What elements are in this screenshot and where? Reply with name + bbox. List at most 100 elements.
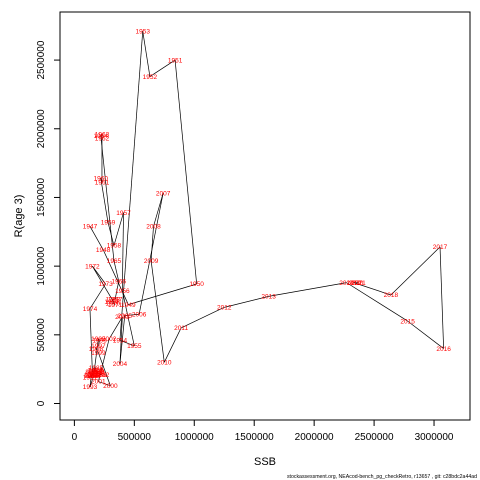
point-label-2006: 2006 — [132, 311, 147, 318]
x-tick-label: 2500000 — [355, 432, 394, 443]
segment-1964-1965 — [100, 135, 115, 261]
segment-1979-1980 — [95, 370, 98, 373]
x-tick-label: 1500000 — [235, 432, 274, 443]
point-label-1975: 1975 — [85, 369, 100, 376]
segment-1949-1950 — [128, 283, 197, 305]
segment-1965-1966 — [113, 260, 120, 282]
point-label-2020: 2020 — [349, 280, 364, 287]
point-label-1959: 1959 — [101, 219, 116, 226]
point-label-1968: 1968 — [106, 296, 121, 303]
segment-1971-1972 — [92, 265, 116, 305]
segment-2016-2017 — [439, 246, 444, 349]
point-label-1991: 1991 — [83, 375, 98, 382]
point-label-1952: 1952 — [143, 74, 158, 81]
point-label-1964: 1964 — [94, 133, 109, 140]
segment-1998-1999 — [95, 348, 99, 353]
point-label-2000: 2000 — [103, 383, 118, 390]
point-label-1963: 1963 — [95, 131, 110, 138]
segment-1995-1996 — [98, 338, 100, 341]
point-label-1955: 1955 — [127, 343, 142, 350]
segment-1974-1975 — [89, 308, 93, 372]
segment-1996-1997 — [98, 340, 100, 346]
y-axis: 0 500000 1000000 1500000 2000000 2500000 — [36, 40, 60, 406]
segment-1957-1958 — [113, 212, 124, 246]
point-label-1962: 1962 — [95, 136, 110, 143]
point-label-1998: 1998 — [89, 346, 104, 353]
point-label-1965: 1965 — [107, 258, 122, 265]
point-label-2009: 2009 — [144, 258, 159, 265]
point-label-2017: 2017 — [433, 244, 448, 251]
point-label-1981: 1981 — [91, 370, 106, 377]
point-label-2002: 2002 — [102, 336, 117, 343]
point-label-1951: 1951 — [168, 57, 183, 64]
point-label-1971: 1971 — [108, 302, 123, 309]
point-label-2007: 2007 — [156, 191, 171, 198]
point-label-2018: 2018 — [384, 292, 399, 299]
series-line — [89, 31, 444, 388]
point-label-1989: 1989 — [85, 372, 100, 379]
point-label-1948: 1948 — [96, 247, 111, 254]
point-label-2019: 2019 — [346, 280, 361, 287]
point-label-1983: 1983 — [92, 372, 107, 379]
x-axis: 0 500000 1000000 1500000 2000000 2500000 30000… — [72, 420, 454, 443]
x-tick-label: 500000 — [118, 432, 152, 443]
segment-1993-1994 — [89, 375, 94, 388]
segment-1983-1984 — [94, 370, 100, 375]
segment-1951-1952 — [149, 59, 176, 77]
point-label-1947: 1947 — [83, 224, 98, 231]
segment-1952-1953 — [142, 31, 151, 77]
segment-2005-2006 — [124, 313, 140, 316]
point-label-2014: 2014 — [339, 280, 354, 287]
point-label-1972: 1972 — [85, 263, 100, 270]
point-label-1954: 1954 — [113, 338, 128, 345]
segment-1969-1970 — [111, 301, 114, 304]
point-label-2012: 2012 — [217, 305, 232, 312]
point-label-1992: 1992 — [84, 373, 99, 380]
point-label-2010: 2010 — [157, 360, 172, 367]
point-label-2004: 2004 — [113, 361, 128, 368]
point-label-2008: 2008 — [146, 224, 161, 231]
segment-1950-1951 — [174, 60, 198, 285]
segment-1972-1973 — [92, 265, 106, 285]
y-tick-label: 0 — [36, 400, 47, 406]
point-label-1958: 1958 — [107, 243, 122, 250]
segment-2015-2016 — [407, 320, 444, 349]
point-label-1994: 1994 — [86, 373, 101, 380]
point-label-2015: 2015 — [400, 318, 415, 325]
point-label-2016: 2016 — [436, 346, 451, 353]
point-label-1999: 1999 — [91, 350, 106, 357]
point-label-1996: 1996 — [92, 338, 107, 345]
point-label-1967: 1967 — [108, 296, 123, 303]
segment-1963-1964 — [100, 134, 103, 136]
point-label-1982: 1982 — [95, 372, 110, 379]
point-label-2001: 2001 — [91, 379, 106, 386]
x-tick-label: 3000000 — [415, 432, 454, 443]
x-tick-label: 2000000 — [295, 432, 334, 443]
segment-1994-1995 — [93, 338, 99, 377]
point-label-1950: 1950 — [189, 281, 204, 288]
segment-2017-2018 — [390, 246, 441, 296]
segment-1955-1956 — [121, 290, 135, 346]
point-label-1956: 1956 — [115, 288, 130, 295]
y-tick-label: 500000 — [36, 318, 47, 352]
segment-2012-2013 — [224, 296, 269, 308]
point-label-1995: 1995 — [91, 336, 106, 343]
segment-2008-2009 — [150, 226, 154, 261]
point-label-1984: 1984 — [88, 368, 103, 375]
point-label-1969: 1969 — [104, 299, 119, 306]
point-label-1979: 1979 — [89, 368, 104, 375]
segment-2011-2012 — [180, 307, 225, 329]
segment-2014-2015 — [346, 282, 408, 322]
point-label-2013: 2013 — [261, 294, 276, 301]
segment-2004-2005 — [119, 315, 126, 364]
segment-2006-2007 — [138, 193, 164, 315]
segment-1966-1967 — [114, 281, 120, 300]
segment-1973-1974 — [89, 283, 106, 309]
point-label-1961: 1961 — [95, 180, 110, 187]
point-label-1997: 1997 — [91, 343, 106, 350]
segment-1948-1949 — [102, 249, 129, 305]
point-label-1987: 1987 — [84, 373, 99, 380]
y-tick-label: 1000000 — [36, 246, 47, 285]
